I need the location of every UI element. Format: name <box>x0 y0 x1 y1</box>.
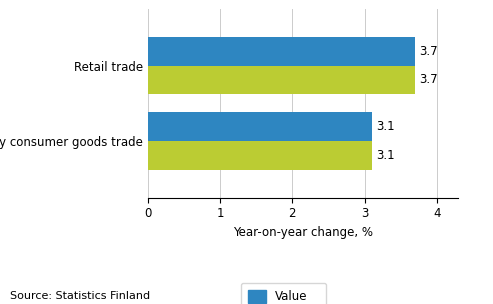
X-axis label: Year-on-year change, %: Year-on-year change, % <box>233 226 373 239</box>
Text: 3.7: 3.7 <box>420 45 438 58</box>
Bar <box>148 141 372 170</box>
Bar <box>148 66 415 94</box>
Bar <box>148 112 372 141</box>
Legend: Value, Volume: Value, Volume <box>241 283 326 304</box>
Bar <box>148 37 415 66</box>
Text: Source: Statistics Finland: Source: Statistics Finland <box>10 291 150 301</box>
Text: 3.1: 3.1 <box>376 149 395 162</box>
Text: 3.7: 3.7 <box>420 74 438 87</box>
Text: 3.1: 3.1 <box>376 120 395 133</box>
